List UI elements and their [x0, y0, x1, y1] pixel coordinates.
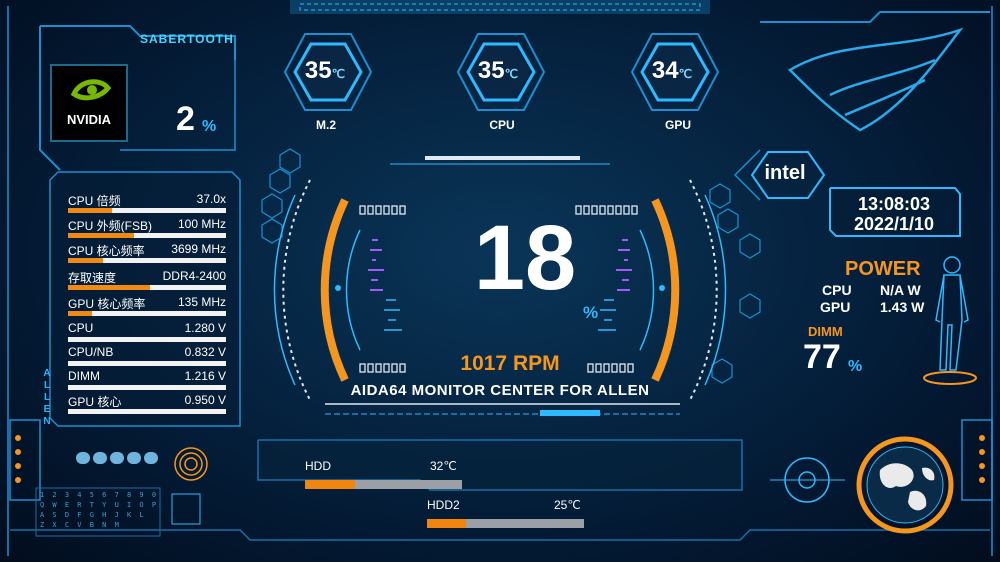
fan-rpm: 1017 RPM [460, 352, 560, 375]
center-load-value: 18 [473, 207, 577, 309]
stat-bar [68, 311, 226, 316]
stat-value: DDR4-2400 [162, 269, 226, 283]
stat-bar [68, 409, 226, 414]
temp-cpu-label: CPU [489, 118, 515, 132]
keypad-row: Q W E R T Y U I O P [40, 501, 159, 509]
clock: 13:08:03 2022/1/10 [840, 194, 948, 234]
power-gpu-value: 1.43 W [880, 299, 925, 315]
power-title: POWER [845, 258, 921, 280]
power-cpu-label: CPU [822, 282, 852, 298]
hdd1-label: HDD [305, 459, 331, 473]
dimm-label: DIMM [808, 324, 843, 339]
hdd1-bar-fill [305, 480, 356, 489]
intel-logo: intel [764, 162, 806, 184]
stat-row: CPU 1.280 V [60, 321, 232, 345]
stat-bar-fill [68, 208, 113, 213]
stat-value: 0.832 V [184, 345, 226, 359]
power-row-cpu: CPU N/A W [822, 282, 921, 298]
stat-bar-fill [68, 285, 151, 290]
stat-bar-fill [68, 311, 92, 316]
hdd2-temp: 25℃ [554, 498, 581, 512]
stat-value: 0.950 V [184, 393, 226, 407]
keypad-row: A S D F G H J K L [40, 511, 146, 519]
stat-bar [68, 233, 226, 238]
stat-label: 存取速度 [68, 271, 117, 285]
power-gpu-label: GPU [820, 299, 851, 315]
stat-value: 100 MHz [177, 217, 226, 231]
stat-bar [68, 385, 226, 390]
stat-bar [68, 208, 226, 213]
hdd2-bar-fill [427, 519, 467, 528]
gpu-vendor: NVIDIA [66, 112, 112, 127]
stat-bar [68, 337, 226, 342]
hdd2-bar [427, 519, 584, 528]
temp-gpu-label: GPU [664, 118, 691, 132]
stat-row: GPU 核心 0.950 V [60, 393, 232, 417]
keypad-row: 1 2 3 4 5 6 7 8 9 0 [40, 491, 159, 499]
stat-bar [68, 258, 226, 263]
clock-date: 2022/1/10 [853, 214, 935, 234]
hdd1-temp: 32℃ [430, 459, 457, 473]
temp-m2-label: M.2 [315, 118, 336, 132]
nvidia-logo: NVIDIA [50, 64, 128, 142]
dashboard-title: AIDA64 MONITOR CENTER FOR ALLEN [350, 382, 650, 399]
stat-label: GPU 核心 [68, 395, 122, 409]
temp-m2-value: 35 [304, 57, 332, 84]
stat-label: CPU 核心频率 [68, 244, 145, 258]
temp-cpu-unit: ℃ [504, 67, 519, 81]
keypad-row: Z X C V B N M [40, 521, 121, 529]
temp-cpu-value: 35 [477, 57, 505, 84]
power-row-gpu: GPU 1.43 W [820, 299, 924, 315]
temp-m2-unit: ℃ [331, 67, 346, 81]
temp-gpu-unit: ℃ [678, 67, 693, 81]
stat-row: DIMM 1.216 V [60, 369, 232, 393]
stat-row: CPU 倍频 37.0x [60, 192, 232, 216]
keypad-decoration: 1 2 3 4 5 6 7 8 9 0 Q W E R T Y U I O P … [40, 490, 158, 530]
gpu-load-value: 2 [176, 100, 195, 138]
dimm-unit: % [848, 358, 863, 375]
stat-label: CPU [68, 321, 94, 335]
stat-label: CPU/NB [68, 345, 114, 359]
system-stats-panel: CPU 倍频 37.0x CPU 外频(FSB) 100 MHz CPU 核心频率 3… [60, 180, 232, 430]
center-load-unit: % [583, 303, 599, 322]
power-cpu-value: N/A W [880, 282, 921, 298]
stat-row: GPU 核心频率 135 MHz [60, 295, 232, 319]
stat-value: 1.280 V [184, 321, 226, 335]
stat-bar [68, 361, 226, 366]
stat-value: 3699 MHz [171, 242, 226, 256]
dimm-value: 77 [803, 338, 841, 376]
temp-gpu-value: 34 [651, 57, 679, 84]
nvidia-eye-icon [70, 79, 112, 101]
stat-value: 135 MHz [177, 295, 226, 309]
stat-label: GPU 核心频率 [68, 297, 146, 311]
clock-time: 13:08:03 [857, 194, 931, 214]
stat-value: 1.216 V [184, 369, 226, 383]
stat-label: CPU 外频(FSB) [68, 219, 153, 233]
stat-bar [68, 285, 226, 290]
brand-label: SABERTOOTH [140, 32, 234, 46]
stat-row: CPU 核心频率 3699 MHz [60, 242, 232, 266]
gpu-load-unit: % [202, 118, 217, 135]
stat-bar-fill [68, 233, 135, 238]
stat-label: DIMM [68, 369, 100, 383]
hdd2-label: HDD2 [427, 498, 460, 512]
hdd1-bar [305, 480, 462, 489]
stat-row: 存取速度 DDR4-2400 [60, 269, 232, 293]
stat-label: CPU 倍频 [68, 194, 121, 208]
stat-row: CPU/NB 0.832 V [60, 345, 232, 369]
stat-value: 37.0x [196, 192, 226, 206]
stat-row: CPU 外频(FSB) 100 MHz [60, 217, 232, 241]
stat-bar-fill [68, 258, 103, 263]
